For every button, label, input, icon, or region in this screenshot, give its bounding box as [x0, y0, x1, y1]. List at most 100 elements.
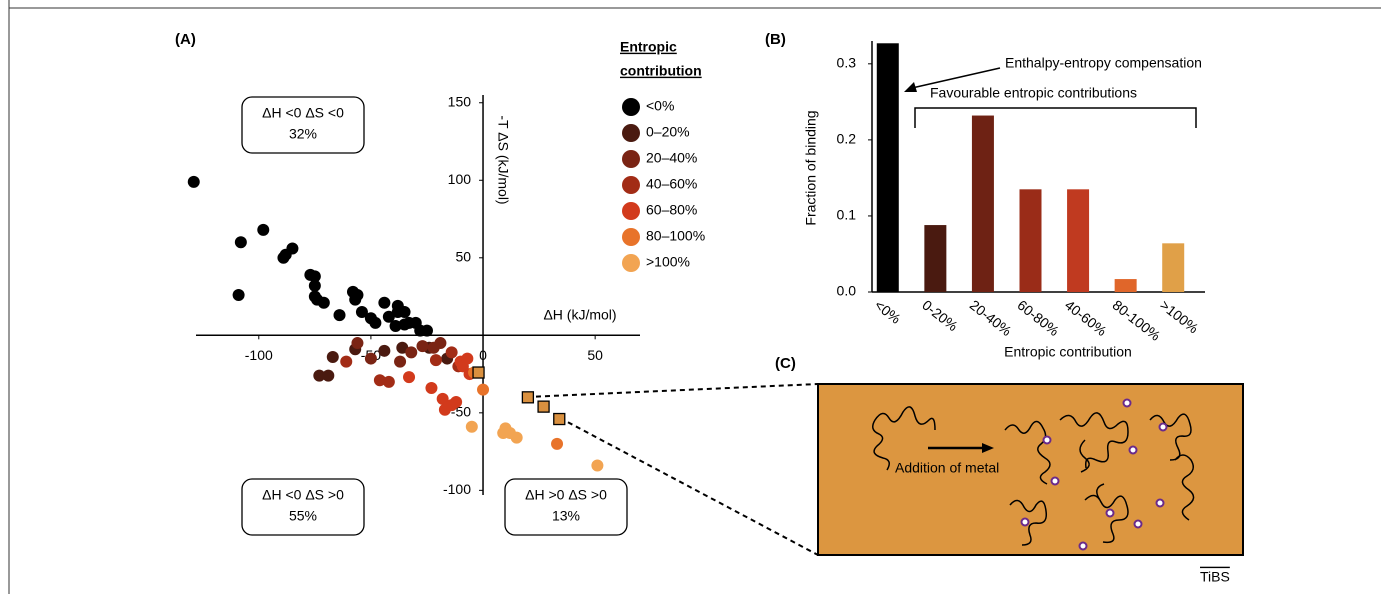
point: [420, 324, 433, 337]
chain: [1174, 454, 1195, 521]
point: [497, 426, 510, 439]
point: [429, 354, 442, 367]
legend-label: >100%: [646, 254, 690, 270]
point: [373, 374, 386, 387]
point: [425, 382, 438, 395]
y-tick-label: 0.1: [837, 207, 857, 223]
x-tick-label: 60-80%: [1014, 297, 1062, 339]
ion: [1133, 519, 1143, 529]
point: [326, 351, 339, 364]
bar: [1067, 189, 1090, 292]
ion: [1158, 422, 1168, 432]
point: [416, 340, 429, 353]
chain: [1059, 412, 1129, 473]
annotation: ΔH <0 ΔS <0: [262, 105, 344, 121]
point: [537, 400, 550, 413]
x-tick-label: 20-40%: [967, 297, 1015, 339]
ion: [1020, 517, 1030, 527]
y-tick-label: 0.2: [837, 131, 857, 147]
point: [382, 375, 395, 388]
legend-label: 0–20%: [646, 124, 690, 140]
annotation: ΔH <0 ΔS >0: [262, 487, 344, 503]
x-axis-label: Entropic contribution: [1004, 344, 1132, 360]
point: [465, 420, 478, 433]
legend-label: 40–60%: [646, 176, 697, 192]
annotation-box: [241, 478, 365, 536]
legend-title: Entropic: [620, 39, 677, 55]
legend-marker: [622, 202, 640, 220]
ion: [1050, 476, 1060, 486]
arrow-head: [982, 443, 994, 453]
point: [436, 392, 449, 405]
point: [308, 279, 321, 292]
x-axis-label: ΔH (kJ/mol): [543, 307, 616, 323]
legend-label: 80–100%: [646, 228, 705, 244]
point: [355, 306, 368, 319]
ion: [1122, 398, 1132, 408]
point: [313, 369, 326, 382]
point: [551, 437, 564, 450]
y-tick-label: -100: [443, 481, 471, 497]
point: [472, 366, 485, 379]
legend-marker: [622, 176, 640, 194]
annotation-bracket: [914, 107, 1197, 128]
y-tick-label: 150: [448, 93, 472, 109]
annotation-arrowhead: [904, 82, 917, 92]
point: [461, 352, 474, 365]
diagram: Addition of metal (C): [526, 355, 1244, 556]
point: [187, 175, 200, 188]
point: [382, 310, 395, 323]
point: [378, 344, 391, 357]
chain: [872, 406, 936, 471]
bar: [1114, 279, 1137, 292]
zoom-line: [526, 383, 819, 398]
annotation: 32%: [289, 126, 317, 142]
legend-label: 20–40%: [646, 150, 697, 166]
point: [351, 337, 364, 350]
y-axis-label: Fraction of binding: [803, 110, 819, 225]
point: [521, 391, 535, 404]
ion: [1128, 445, 1138, 455]
x-tick-label: 80-100%: [1110, 297, 1164, 344]
legend-label: 60–80%: [646, 202, 697, 218]
point: [510, 431, 523, 444]
legend-label: <0%: [646, 98, 674, 114]
point: [396, 341, 409, 354]
annotation: 55%: [289, 508, 317, 524]
bar: [924, 225, 947, 292]
panel-label: (B): [765, 31, 786, 48]
y-tick-label: 50: [455, 248, 471, 264]
y-axis-label: -T ΔS (kJ/mol): [495, 115, 511, 204]
legend-marker: [622, 124, 640, 142]
ion: [1105, 508, 1115, 518]
metal-ions: [1020, 398, 1168, 551]
x-tick-label: -100: [245, 347, 273, 363]
y-tick-label: 0.0: [837, 283, 857, 299]
point: [286, 242, 299, 255]
annotation: Favourable entropic contributions: [930, 85, 1137, 101]
x-tick-label: 0: [479, 347, 487, 363]
point: [403, 371, 416, 384]
chain: [1084, 483, 1129, 544]
ion: [1078, 541, 1088, 551]
point: [340, 355, 353, 368]
annotation: 13%: [552, 508, 580, 524]
point: [322, 369, 335, 382]
zoom-line: [559, 417, 819, 556]
panel-label: (A): [175, 31, 196, 48]
annotation-box: [241, 96, 365, 154]
legend-title: contribution: [620, 63, 702, 79]
legend-marker: [622, 254, 640, 272]
bar: [1162, 243, 1185, 292]
point: [394, 355, 407, 368]
point: [405, 346, 418, 359]
legend-marker: [622, 150, 640, 168]
point: [364, 352, 377, 365]
point: [232, 289, 245, 301]
y-tick-label: 100: [448, 171, 472, 187]
diagram-box: [817, 383, 1244, 556]
panel-label: (C): [775, 355, 796, 372]
annotation-arrow: [911, 67, 1001, 89]
diagram-label: Addition of metal: [895, 460, 999, 476]
